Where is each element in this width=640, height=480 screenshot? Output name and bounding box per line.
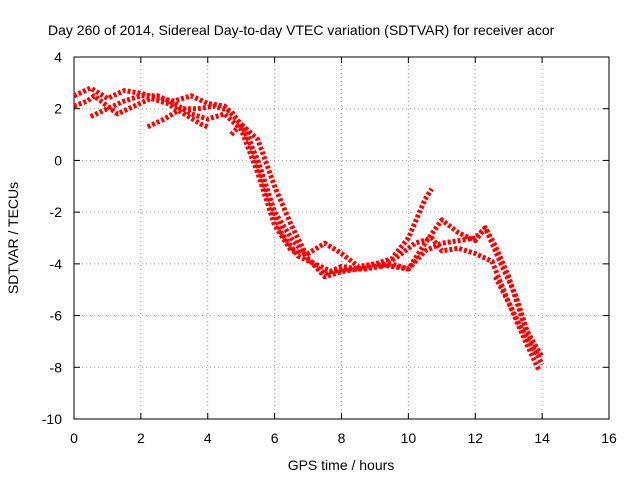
- y-axis-label: SDTVAR / TECUs: [5, 182, 21, 294]
- x-tick-label: 14: [534, 430, 550, 446]
- y-tick-label: 0: [54, 152, 62, 168]
- series-5-markers: [229, 121, 545, 366]
- series-2-markers: [73, 93, 209, 130]
- series-layer: [72, 85, 545, 371]
- x-tick-label: 4: [204, 430, 212, 446]
- x-tick-labels: 0 2 4 6 8 10 12 14 16: [70, 430, 617, 446]
- x-tick-label: 2: [137, 430, 145, 446]
- chart-title: Day 260 of 2014, Sidereal Day-to-day VTE…: [48, 22, 555, 38]
- x-axis-label: GPS time / hours: [288, 457, 395, 473]
- y-tick-label: -8: [50, 359, 63, 375]
- x-tick-label: 16: [601, 430, 617, 446]
- x-tick-label: 10: [401, 430, 417, 446]
- y-tick-label: -10: [42, 411, 62, 427]
- y-tick-label: -4: [50, 256, 63, 272]
- y-tick-label: -2: [50, 204, 63, 220]
- series-4-markers: [146, 103, 542, 371]
- y-tick-labels: 4 2 0 -2 -4 -6 -8 -10: [42, 49, 62, 427]
- x-tick-label: 8: [338, 430, 346, 446]
- grid: [74, 57, 609, 419]
- x-tick-label: 0: [70, 430, 78, 446]
- series-3-markers: [89, 93, 545, 359]
- series-1-markers: [72, 85, 434, 280]
- series-6-markers: [493, 275, 541, 359]
- x-tick-label: 6: [271, 430, 279, 446]
- x-tick-label: 12: [467, 430, 483, 446]
- y-tick-label: 2: [54, 101, 62, 117]
- y-tick-label: 4: [54, 49, 62, 65]
- ticks: [73, 56, 610, 420]
- y-tick-label: -6: [50, 308, 63, 324]
